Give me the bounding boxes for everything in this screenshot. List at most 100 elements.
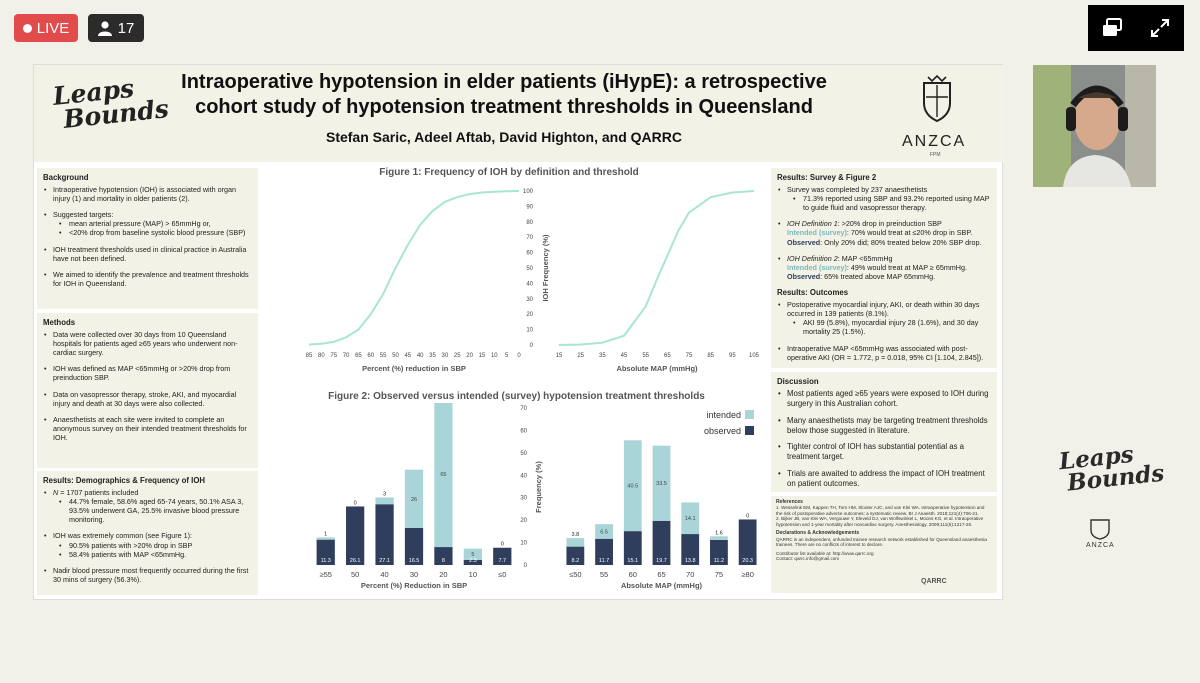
poster-authors: Stefan Saric, Adeel Aftab, David Highton… [325, 129, 682, 145]
fig1-left-x-tick: 70 [343, 353, 350, 359]
fig2-sbp-observed-label: 26.1 [350, 558, 361, 564]
expand-button[interactable] [1146, 14, 1174, 42]
fig2-map-observed-bar [623, 531, 642, 565]
background-subpoint-1: mean arterial pressure (MAP) > 65mmHg or… [43, 219, 252, 228]
patients-included: = 1707 patients included [58, 487, 139, 497]
poster-slide: Leaps Bounds Intraoperative hypotension … [33, 64, 1004, 600]
fig2-map-observed-bar [566, 546, 585, 565]
background-point-3: IOH treatment thresholds used in clinica… [43, 245, 252, 263]
fig2-map-x-tick: 65 [657, 570, 665, 579]
side-anzca-crest-icon [1090, 519, 1110, 540]
fig2-map-observed-bar [738, 519, 757, 565]
fig2-map-intended-label: 0 [746, 513, 749, 519]
fig1-left-x-tick: 20 [466, 353, 473, 359]
fig2-map-observed-label: 8.2 [572, 558, 580, 564]
fig2-map-observed-bar [681, 534, 700, 565]
anzca-name: ANZCA [902, 133, 967, 150]
side-leaps-bounds-logo: Leaps Bounds [1058, 441, 1166, 497]
fig1-left-x-tick: 10 [491, 353, 498, 359]
figure-2-title: Figure 2: Observed versus intended (surv… [328, 391, 705, 402]
person-icon [97, 20, 112, 36]
fig1-y-tick: 50 [526, 266, 533, 272]
results-demographics-subpoint-2: 90.5% patients with >20% drop in SBP [43, 541, 252, 550]
acknowledgements-text: QARRC is an independent, unfunded traine… [776, 536, 987, 548]
methods-section: Methods Data were collected over 30 days… [37, 313, 258, 468]
fig1-left-x-tick: 15 [479, 353, 486, 359]
references-section: References 1. Wesselink EM, Kappen TH, T… [771, 496, 997, 593]
results-demographics-subpoint-3: 58.4% patients with MAP <65mmHg. [43, 550, 252, 559]
fig2-map-observed-bar [710, 539, 728, 565]
fig1-left-x-tick: 50 [392, 353, 399, 359]
fig2-y-tick: 60 [520, 428, 527, 434]
fig2-map-x-tick: 75 [715, 570, 723, 579]
contributor-text[interactable]: Contributor list available at: http://ww… [776, 550, 874, 556]
methods-point-1: Data were collected over 30 days from 10… [43, 330, 252, 357]
fig2-sbp-observed-bar [493, 547, 512, 565]
fig2-sbp-x-tick: 10 [469, 570, 477, 579]
definition-2-observed: : 65% treated above MAP 65mmHg. [820, 272, 936, 282]
fig2-sbp-intended-label: 0 [354, 500, 357, 506]
legend-intended-label: intended [706, 410, 741, 420]
definition-1-observed-label: Observed [787, 237, 821, 247]
reference-2: 2. Bijker JB, van Klei WA, Vergouwe Y, E… [776, 516, 984, 527]
fig2-map-observed-label: 15.1 [627, 558, 638, 564]
definition-2-observed-label: Observed [787, 272, 821, 282]
fig1-right-x-tick: 35 [599, 353, 606, 359]
fig2-sbp-observed-label: 16.5 [409, 558, 420, 564]
fig1-left-x-tick: 55 [380, 353, 387, 359]
fig1-right-x-label: Absolute MAP (mmHg) [616, 364, 698, 373]
record-dot-icon [22, 23, 32, 33]
fig1-left-x-tick: 35 [429, 353, 436, 359]
results-outcomes-heading: Results: Outcomes [777, 288, 849, 298]
fig2-map-observed-bar [595, 538, 613, 565]
fig2-sbp-observed-label: 11.3 [321, 558, 331, 564]
fig2-map-observed-label: 11.7 [599, 558, 609, 564]
fig1-y-tick: 10 [526, 328, 533, 334]
outcomes-point-2: Intraoperative MAP <65mmHg was associate… [777, 344, 991, 362]
fig1-y-tick: 80 [526, 220, 533, 226]
background-point-1: Intraoperative hypotension (IOH) is asso… [43, 185, 252, 203]
n-italic: N [53, 487, 59, 497]
fig2-map-observed-label: 20.3 [742, 558, 753, 564]
legend-intended-swatch [745, 410, 754, 419]
contact-text[interactable]: Contact: qarrc.info@gmail.com [776, 556, 840, 562]
results-survey-heading: Results: Survey & Figure 2 [777, 173, 877, 182]
fig1-right-x-tick: 85 [707, 353, 714, 359]
fig2-map-intended-label: 6.5 [600, 529, 608, 535]
definition-1-intended: : 70% would treat at ≤20% drop in SBP. [846, 228, 973, 238]
reference-1: 1. Wesselink EM, Kappen TH, Torn HM, Slo… [776, 505, 985, 516]
live-badge[interactable]: LIVE [14, 14, 78, 42]
references-heading: References [776, 499, 803, 505]
definition-1-label: IOH Definition 1 [787, 219, 838, 229]
fig2-sbp-observed-bar [463, 559, 482, 565]
fig2-sbp-observed-bar [346, 506, 365, 565]
popout-icon [1103, 18, 1122, 36]
fig1-y-tick: 100 [523, 189, 534, 195]
viewer-count: 17 [117, 19, 135, 37]
figure-2-chart: 11.3 1 ≥55 26.1 0 50 27.1 3 40 16.5 26 30 8 65 20 2.35 1… [316, 403, 757, 590]
background-section: Background Intraoperative hypotension (I… [37, 168, 258, 309]
fig2-map-observed-label: 13.8 [685, 558, 696, 564]
fig2-map-intended-label: 3.8 [572, 532, 580, 538]
poster-title-line-2: cohort study of hypotension treatment th… [195, 96, 813, 118]
fig2-map-x-tick: ≥80 [741, 570, 753, 579]
fig2-map-x-tick: 60 [629, 570, 637, 579]
viewer-count-badge[interactable]: 17 [88, 14, 144, 42]
presenter-webcam [1033, 65, 1156, 187]
legend-observed-swatch [745, 426, 754, 435]
methods-point-3: Data on vasopressor therapy, stroke, AKI… [43, 390, 252, 408]
background-point-2: Suggested targets: [43, 210, 252, 219]
definition-2-label: IOH Definition 2 [787, 253, 838, 263]
fig2-y-tick: 10 [520, 541, 527, 547]
survey-subpoint-1: 71.3% reported using SBP and 93.2% repor… [777, 194, 991, 212]
fig1-right-x-tick: 25 [577, 353, 584, 359]
popout-button[interactable] [1098, 14, 1126, 42]
figure-1-title: Figure 1: Frequency of IOH by definition… [379, 167, 639, 178]
survey-definition-1: IOH Definition 1: >20% drop in preinduct… [777, 219, 991, 246]
fig1-y-label: IOH Frequency (%) [541, 234, 550, 302]
fig2-map-observed-label: 11.2 [714, 558, 724, 564]
definition-1-text: : >20% drop in preinduction SBP [837, 219, 942, 229]
anzca-crest-icon [923, 75, 951, 123]
fig2-map-intended-bar [652, 445, 671, 521]
fig2-sbp-intended-label: 3 [383, 491, 386, 497]
